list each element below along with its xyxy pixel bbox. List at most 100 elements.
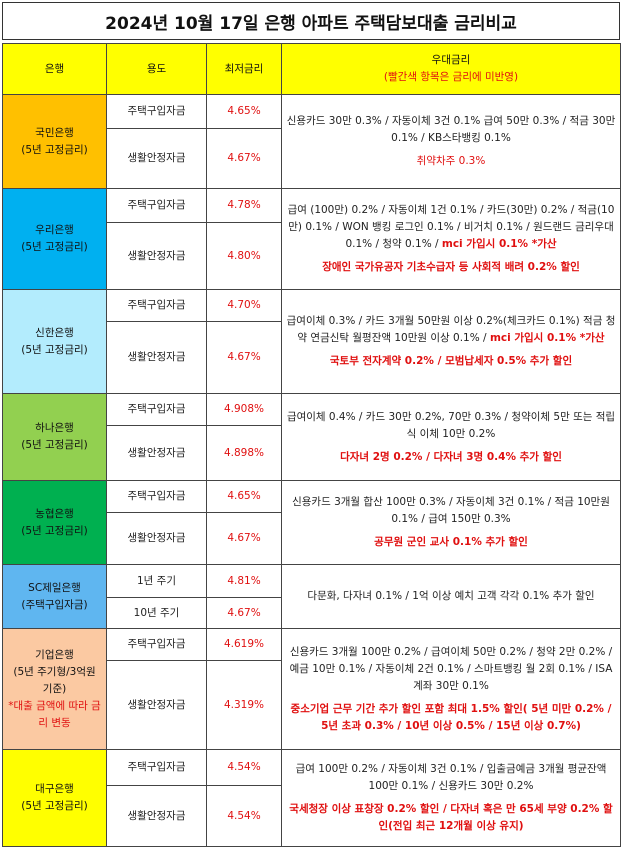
bank-cell-nh: 농협은행 (5년 고정금리) (2, 480, 107, 565)
purpose-cell: 주택구입자금 (106, 94, 207, 129)
rate-cell: 4.898% (206, 425, 282, 481)
purpose-cell: 주택구입자금 (106, 480, 207, 513)
header-bank: 은행 (2, 43, 107, 95)
benefit-cell: 신용카드 3개월 100만 0.2% / 급여이체 50만 0.2% / 청약 … (281, 628, 621, 750)
purpose-cell: 10년 주기 (106, 597, 207, 629)
purpose-cell: 주택구입자금 (106, 628, 207, 661)
bank-sub: (5년 고정금리) (21, 343, 88, 356)
benefit-note: 국세청장 이상 표창장 0.2% 할인 / 다자녀 혹은 만 65세 부양 0.… (289, 803, 613, 832)
benefit-main: 급여이체 0.3% / 카드 3개월 50만원 이상 0.2%(체크카드 0.1… (286, 315, 616, 344)
rate-cell: 4.908% (206, 393, 282, 426)
table-row: 대구은행 (5년 고정금리) 주택구입자금 4.54% 급여 100만 0.2%… (2, 749, 621, 847)
benefit-text: 신용카드 3개월 100만 0.2% / 급여이체 50만 0.2% / 청약 … (289, 645, 613, 692)
bank-sub: (주택구입자금) (21, 598, 88, 611)
benefit-red: mci 가입시 0.1% *가산 (441, 238, 557, 250)
table-row: 기업은행 (5년 주기형/3억원 기준) *대출 금액에 따라 금리 변동 주택… (2, 628, 621, 750)
table-row: 생활안정자금 4.80% (3, 222, 621, 290)
rate-cell: 4.78% (206, 188, 282, 223)
rate-table: 은행 용도 최저금리 우대금리 (빨간색 항목은 금리에 미반영) 국민은행 (… (2, 43, 621, 847)
bank-sub: (5년 고정금리) (21, 524, 88, 537)
benefit-note: 공무원 군인 교사 0.1% 추가 할인 (374, 536, 528, 548)
bank-name: 우리은행 (35, 224, 74, 236)
benefit-text: 급여 (100만) 0.2% / 자동이체 1건 0.1% / 카드(30만) … (286, 202, 616, 253)
table-row: 생활안정자금 4.54% (3, 785, 621, 847)
purpose-cell: 생활안정자금 (106, 321, 207, 394)
benefit-cell: 신용카드 3개월 합산 100만 0.3% / 자동이체 3건 0.1% / 적… (281, 480, 621, 565)
bank-sub-note: *대출 금액에 따라 금리 변동 (8, 699, 101, 729)
bank-cell-dgb: 대구은행 (5년 고정금리) (2, 749, 107, 847)
bank-cell-shinhan: 신한은행 (5년 고정금리) (2, 289, 107, 394)
bank-name: 대구은행 (35, 783, 74, 795)
rate-cell: 4.319% (206, 660, 282, 750)
table-row: 생활안정자금 4.67% (3, 128, 621, 189)
rate-cell: 4.65% (206, 94, 282, 129)
rate-cell: 4.67% (206, 128, 282, 189)
rate-cell: 4.54% (206, 749, 282, 786)
bank-name: 신한은행 (35, 326, 74, 339)
purpose-cell: 생활안정자금 (106, 512, 207, 565)
rate-cell: 4.80% (206, 222, 282, 290)
rate-cell: 4.81% (206, 564, 282, 598)
bank-cell-hana: 하나은행 (5년 고정금리) (2, 393, 107, 481)
benefit-text: 신용카드 30만 0.3% / 자동이체 3건 0.1% 급여 50만 0.3%… (286, 115, 616, 144)
rate-cell: 4.70% (206, 289, 282, 322)
rate-cell: 4.54% (206, 785, 282, 847)
rate-cell: 4.67% (206, 321, 282, 394)
table-row: 10년 주기 4.67% (3, 597, 621, 629)
rate-cell: 4.619% (206, 628, 282, 661)
bank-name: 하나은행 (35, 422, 74, 434)
page-title: 2024년 10월 17일 은행 아파트 주택담보대출 금리비교 (2, 2, 620, 40)
benefit-note: 중소기업 근무 기간 추가 할인 포함 최대 1.5% 할인( 5년 미만 0.… (290, 702, 612, 732)
purpose-cell: 주택구입자금 (106, 749, 207, 786)
bank-name: 국민은행 (35, 126, 74, 139)
benefit-text: 신용카드 3개월 합산 100만 0.3% / 자동이체 3건 0.1% / 적… (292, 496, 610, 525)
table-row: SC제일은행 (주택구입자금) 1년 주기 4.81% 다문화, 다자녀 0.1… (2, 564, 621, 629)
rate-cell: 4.65% (206, 480, 282, 513)
benefit-cell: 급여 100만 0.2% / 자동이체 3건 0.1% / 입출금예금 3개월 … (281, 749, 621, 847)
header-benefit-label: 우대금리 (431, 54, 471, 66)
bank-cell-sc: SC제일은행 (주택구입자금) (2, 564, 107, 629)
table-row: 국민은행 (5년 고정금리) 주택구입자금 4.65% 신용카드 30만 0.3… (2, 94, 621, 189)
benefit-note: 취약차주 0.3% (416, 155, 486, 167)
bank-name: 농협은행 (35, 507, 74, 520)
bank-sub: (5년 고정금리) (21, 241, 88, 253)
bank-cell-kb: 국민은행 (5년 고정금리) (2, 94, 107, 189)
bank-name: SC제일은행 (28, 581, 81, 594)
bank-name: 기업은행 (35, 648, 74, 661)
benefit-red: mci 가입시 0.1% *가산 (489, 332, 605, 344)
benefit-cell: 급여이체 0.3% / 카드 3개월 50만원 이상 0.2%(체크카드 0.1… (281, 289, 621, 394)
benefit-main: 급여 (100만) 0.2% / 자동이체 1건 0.1% / 카드(30만) … (287, 204, 615, 250)
header-benefit: 우대금리 (빨간색 항목은 금리에 미반영) (281, 43, 621, 95)
purpose-cell: 생활안정자금 (106, 785, 207, 847)
purpose-cell: 생활안정자금 (106, 660, 207, 750)
benefit-note: 국토부 전자계약 0.2% / 모범납세자 0.5% 추가 할인 (329, 355, 573, 367)
purpose-cell: 주택구입자금 (106, 289, 207, 322)
table-row: 생활안정자금 4.67% (3, 321, 621, 394)
rate-cell: 4.67% (206, 597, 282, 629)
header-rate: 최저금리 (206, 43, 282, 95)
header-benefit-note: (빨간색 항목은 금리에 미반영) (383, 71, 519, 83)
purpose-cell: 생활안정자금 (106, 222, 207, 290)
benefit-text: 급여이체 0.4% / 카드 30만 0.2%, 70만 0.3% / 청약이체… (286, 410, 616, 440)
rate-cell: 4.67% (206, 512, 282, 565)
benefit-cell: 신용카드 30만 0.3% / 자동이체 3건 0.1% 급여 50만 0.3%… (281, 94, 621, 189)
header-purpose: 용도 (106, 43, 207, 95)
purpose-cell: 주택구입자금 (106, 188, 207, 223)
bank-sub: (5년 고정금리) (21, 439, 88, 451)
benefit-text: 급여이체 0.3% / 카드 3개월 50만원 이상 0.2%(체크카드 0.1… (286, 313, 616, 347)
bank-cell-woori: 우리은행 (5년 고정금리) (2, 188, 107, 290)
table-row: 우리은행 (5년 고정금리) 주택구입자금 4.78% 급여 (100만) 0.… (2, 188, 621, 290)
benefit-text: 급여 100만 0.2% / 자동이체 3건 0.1% / 입출금예금 3개월 … (295, 763, 607, 792)
purpose-cell: 1년 주기 (106, 564, 207, 598)
table-row: 생활안정자금 4.898% (3, 425, 621, 481)
purpose-cell: 주택구입자금 (106, 393, 207, 426)
table-row: 하나은행 (5년 고정금리) 주택구입자금 4.908% 급여이체 0.4% /… (2, 393, 621, 481)
bank-sub: (5년 고정금리) (21, 143, 88, 156)
purpose-cell: 생활안정자금 (106, 425, 207, 481)
table-row: 신한은행 (5년 고정금리) 주택구입자금 4.70% 급여이체 0.3% / … (2, 289, 621, 394)
table-row: 농협은행 (5년 고정금리) 주택구입자금 4.65% 신용카드 3개월 합산 … (2, 480, 621, 565)
benefit-text: 다문화, 다자녀 0.1% / 1억 이상 예치 고객 각각 0.1% 추가 할… (307, 590, 595, 602)
header-row: 은행 용도 최저금리 우대금리 (빨간색 항목은 금리에 미반영) (2, 43, 621, 95)
benefit-cell: 급여 (100만) 0.2% / 자동이체 1건 0.1% / 카드(30만) … (281, 188, 621, 290)
